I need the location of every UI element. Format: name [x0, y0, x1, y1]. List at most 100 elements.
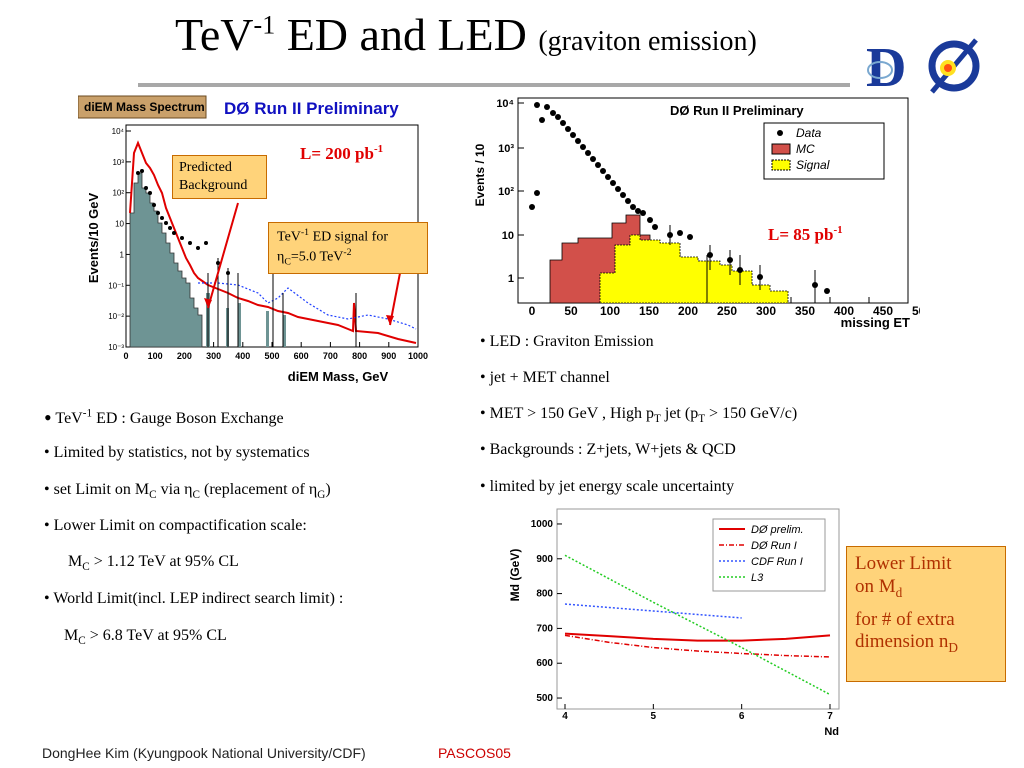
left-lumi-label: L= 200 pb — [300, 144, 374, 163]
y-tick-label: 10³ — [498, 143, 514, 155]
x-tick-label: 4 — [562, 711, 568, 722]
y-tick-label: 10⁻³ — [108, 343, 124, 352]
led-bullet-4: • Backgrounds : Z+jets, W+jets & QCD — [480, 441, 736, 458]
bullet-sub: C — [82, 561, 90, 574]
right-lumi-label: L= 85 pb — [768, 225, 833, 244]
title-underline — [138, 83, 850, 87]
legend-box — [712, 518, 826, 592]
y-tick-label: 10⁴ — [496, 98, 514, 110]
x-tick-label: 50 — [564, 304, 578, 318]
bullet-text: > 6.8 TeV at 95% CL — [85, 627, 227, 644]
slide-title: TeV-1 ED and LED (graviton emission) — [175, 12, 757, 58]
y-tick-label: 10² — [498, 186, 514, 198]
y-tick-label: 700 — [536, 623, 553, 634]
background-histogram — [129, 172, 203, 348]
x-tick-label: 100 — [148, 351, 163, 361]
y-tick-label: 1 — [508, 273, 514, 285]
series-line-3 — [564, 554, 831, 696]
background-arrow — [207, 202, 239, 309]
x-tick-label: 100 — [600, 304, 620, 318]
plot-header-tag: diEM Mass Spectrum — [84, 100, 205, 114]
ed-signal-callout: TeV-1 ED signal for ηC=5.0 TeV-2 — [268, 222, 428, 274]
ed-bullet-4: • Lower Limit on compactification scale: — [44, 517, 307, 534]
legend-mc-swatch — [771, 143, 791, 155]
x-tick-label: 0 — [123, 351, 128, 361]
y-tick-label: 10⁴ — [112, 127, 125, 136]
led-bullet-1: • LED : Graviton Emission — [480, 333, 654, 350]
right-lumi-sup: -1 — [833, 224, 842, 236]
footer-conference: PASCOS05 — [438, 745, 511, 761]
bullet-text: • set Limit on M — [44, 481, 150, 498]
y-tick-label: 900 — [536, 554, 553, 565]
plot-title: DØ Run II Preliminary — [670, 103, 804, 118]
md-limit-chart: Md (GeV) Nd 4 5 6 7 1000 900 800 700 600 500 DØ p… — [505, 505, 845, 743]
bullet-text: TeV — [51, 410, 83, 427]
title-paren: (graviton emission) — [538, 26, 757, 57]
callout-sup: -1 — [300, 227, 310, 238]
data-error-bars — [207, 258, 357, 347]
legend-signal: Signal — [796, 158, 830, 172]
title-text-2: ED and LED — [275, 9, 539, 60]
led-bullet-2: • jet + MET channel — [480, 369, 610, 386]
y-tick-label: 10⁻² — [108, 312, 124, 321]
limit-box-text: dimension n — [855, 631, 949, 653]
ed-bullet-7: MC > 6.8 TeV at 95% CL — [64, 627, 227, 648]
bullet-text: M — [64, 627, 79, 644]
limit-box-line: Lower Limit — [855, 553, 952, 574]
callout-sup: -2 — [343, 246, 352, 258]
limit-box-text: on M — [855, 575, 896, 597]
title-text: TeV — [175, 9, 254, 60]
x-tick-label: 1000 — [408, 351, 428, 361]
bullet-text: > 1.12 TeV at 95% CL — [89, 553, 239, 570]
plot-header-title: DØ Run II Preliminary — [224, 99, 399, 118]
left-lumi-sup: -1 — [374, 143, 383, 155]
data-points — [529, 102, 830, 294]
d0-experiment-logo: D — [862, 36, 1012, 99]
bg-bin — [238, 303, 241, 347]
bullet-sub: C — [149, 489, 157, 502]
legend-label-3: L3 — [751, 572, 764, 584]
signal-histogram — [599, 234, 789, 304]
predicted-background-callout: Predicted Background — [172, 155, 267, 199]
bullet-text: (replacement of η — [200, 481, 318, 498]
callout-eta: η — [277, 249, 285, 265]
missing-et-plot: DØ Run II Preliminary Events / 10 missin… — [470, 95, 932, 330]
y-tick-label: 10 — [502, 230, 514, 242]
y-tick-label: 1000 — [531, 519, 554, 530]
legend-label-0: DØ prelim. — [751, 524, 804, 536]
bullet-sup: -1 — [82, 407, 93, 420]
callout-text: ED signal for — [309, 229, 389, 245]
x-tick-label: 200 — [678, 304, 698, 318]
y-axis-label: Events/10 GeV — [86, 193, 101, 284]
bullet-text: via η — [156, 481, 193, 498]
bullet-sub: T — [698, 413, 706, 426]
y-tick-label: 10⁻¹ — [108, 281, 124, 290]
y-tick-label: 800 — [536, 589, 553, 600]
svg-text:D: D — [866, 37, 906, 96]
legend-label-1: DØ Run I — [751, 540, 797, 552]
svg-text:L= 85 pb-1: L= 85 pb-1 — [768, 224, 843, 244]
bg-bin — [283, 315, 286, 347]
x-axis-label: missing ET — [841, 315, 910, 330]
x-tick-label: 200 — [177, 351, 192, 361]
series-line-0 — [564, 632, 831, 642]
bg-bin — [266, 311, 269, 347]
callout-line: Predicted — [179, 160, 232, 175]
x-tick-label: 700 — [323, 351, 338, 361]
bullet-text: ) — [325, 481, 331, 498]
led-bullet-5: • limited by jet energy scale uncertaint… — [480, 478, 735, 495]
bullet-text: ED : Gauge Boson Exchange — [92, 410, 284, 427]
svg-text:L= 200 pb-1: L= 200 pb-1 — [300, 143, 383, 163]
limit-box-sub: D — [948, 640, 959, 656]
y-tick-label: 10³ — [112, 158, 124, 167]
ed-bullet-3: • set Limit on MC via ηC (replacement of… — [44, 481, 331, 502]
x-tick-label: 400 — [834, 304, 854, 318]
series-line-1 — [564, 634, 831, 658]
legend-label-2: CDF Run I — [751, 556, 803, 568]
bullet-text: M — [68, 553, 83, 570]
footer-author: DongHee Kim (Kyungpook National Universi… — [42, 745, 366, 761]
limit-box-sub: d — [895, 584, 903, 600]
arrow-head — [204, 298, 212, 308]
y-tick-label: 10 — [115, 220, 124, 229]
legend-signal-swatch — [771, 159, 791, 171]
